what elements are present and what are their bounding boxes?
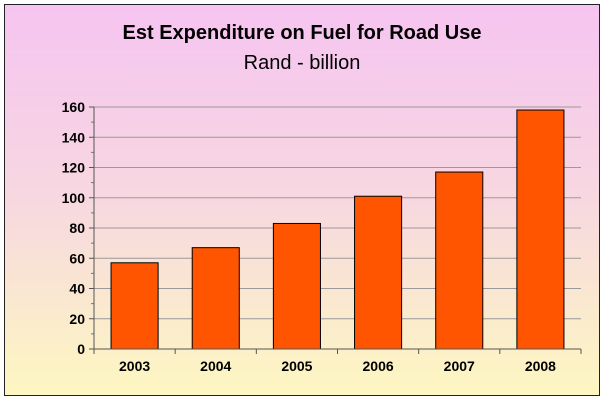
gridlines xyxy=(94,106,581,320)
y-tick-label: 0 xyxy=(77,341,85,357)
x-tick-label: 2003 xyxy=(119,358,150,374)
y-tick-labels: 0 20 40 60 80 100 120 140 160 xyxy=(62,99,86,357)
bars xyxy=(110,109,565,350)
bar xyxy=(191,247,240,350)
y-tick-label: 160 xyxy=(62,99,86,115)
y-tick-label: 100 xyxy=(62,190,86,206)
axes xyxy=(89,106,582,354)
x-tick-label: 2006 xyxy=(363,358,394,374)
x-tick-label: 2005 xyxy=(281,358,312,374)
y-tick-label: 80 xyxy=(69,220,85,236)
x-tick-label: 2004 xyxy=(200,358,231,374)
bar xyxy=(354,195,403,350)
chart-title: Est Expenditure on Fuel for Road Use xyxy=(122,22,482,44)
y-tick-label: 140 xyxy=(62,129,86,145)
x-tick-label: 2007 xyxy=(444,358,475,374)
y-tick-label: 120 xyxy=(62,160,86,176)
x-tick-labels: 2003 2004 2005 2006 2007 2008 xyxy=(119,358,556,374)
bar xyxy=(110,262,159,350)
y-tick-label: 60 xyxy=(69,250,85,266)
x-tick-label: 2008 xyxy=(525,358,556,374)
y-tick-label: 20 xyxy=(69,311,85,327)
bar xyxy=(516,109,565,350)
chart-subtitle: Rand - billion xyxy=(243,52,361,74)
bar xyxy=(272,222,321,350)
bar xyxy=(435,171,484,350)
y-tick-label: 40 xyxy=(69,281,85,297)
